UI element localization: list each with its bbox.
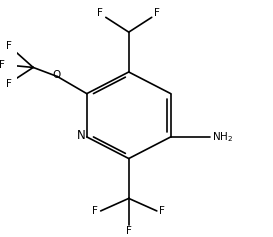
Text: O: O xyxy=(52,70,60,80)
Text: F: F xyxy=(159,206,165,216)
Text: NH$_2$: NH$_2$ xyxy=(212,130,233,144)
Text: N: N xyxy=(77,129,85,142)
Text: F: F xyxy=(92,206,98,216)
Text: F: F xyxy=(126,226,132,236)
Text: F: F xyxy=(5,41,11,51)
Text: F: F xyxy=(0,60,5,70)
Text: F: F xyxy=(5,79,11,89)
Text: F: F xyxy=(97,8,103,18)
Text: F: F xyxy=(155,8,160,18)
